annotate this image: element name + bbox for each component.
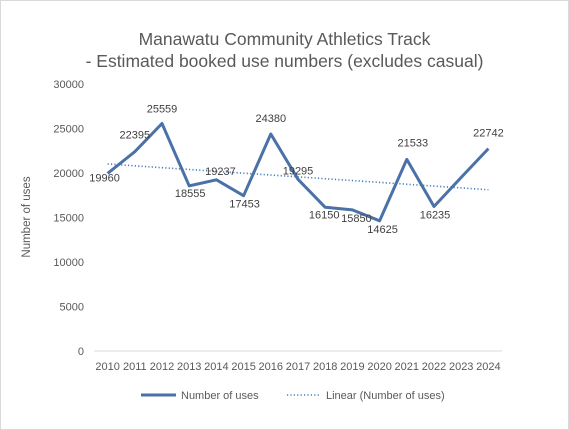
x-tick-label: 2016 — [259, 361, 283, 373]
y-tick-label: 20000 — [53, 168, 84, 180]
legend-trend-label: Linear (Number of uses) — [326, 390, 445, 402]
chart-title-line2: - Estimated booked use numbers (excludes… — [85, 51, 484, 71]
y-tick-label: 5000 — [60, 302, 84, 314]
legend-series-label: Number of uses — [181, 390, 259, 402]
x-tick-label: 2022 — [422, 361, 446, 373]
data-label: 16235 — [420, 210, 451, 222]
data-label: 24380 — [256, 113, 287, 125]
data-label: 17453 — [229, 199, 260, 211]
data-label: 19237 — [205, 166, 236, 178]
x-tick-label: 2018 — [313, 361, 337, 373]
data-label: 25559 — [147, 104, 178, 116]
x-tick-label: 2015 — [231, 361, 255, 373]
y-tick-label: 0 — [78, 346, 84, 358]
y-tick-label: 25000 — [53, 124, 84, 136]
data-label: 14625 — [367, 224, 398, 236]
x-tick-label: 2020 — [367, 361, 391, 373]
data-label: 18555 — [175, 188, 206, 200]
data-label: 22395 — [120, 130, 151, 142]
y-axis: 0 5000 10000 15000 20000 25000 30000 — [53, 79, 84, 358]
data-labels-layer: 19960 22395 25559 18555 19237 17453 24380 19295… — [89, 104, 503, 236]
data-label: 22742 — [473, 128, 504, 140]
x-tick-label: 2013 — [177, 361, 201, 373]
x-tick-label: 2024 — [476, 361, 500, 373]
data-label: 19295 — [283, 165, 314, 177]
x-tick-label: 2012 — [150, 361, 174, 373]
x-tick-label: 2021 — [395, 361, 419, 373]
series-layer — [106, 122, 490, 223]
data-label: 16150 — [309, 209, 340, 221]
x-tick-label: 2010 — [95, 361, 119, 373]
x-tick-label: 2011 — [123, 361, 147, 373]
x-tick-label: 2017 — [286, 361, 310, 373]
x-tick-label: 2023 — [449, 361, 473, 373]
y-tick-label: 10000 — [53, 257, 84, 269]
x-axis: 2010 2011 2012 2013 2014 2015 2016 2017 2018 2019… — [94, 350, 502, 373]
x-tick-label: 2014 — [204, 361, 228, 373]
chart-title-line1: Manawatu Community Athletics Track — [138, 29, 431, 49]
x-tick-label: 2019 — [340, 361, 364, 373]
data-label: 19960 — [89, 172, 120, 184]
y-axis-label: Number of uses — [21, 176, 33, 257]
y-tick-label: 15000 — [53, 213, 84, 225]
data-label: 21533 — [398, 137, 429, 149]
y-tick-label: 30000 — [53, 79, 84, 91]
legend: Number of uses Linear (Number of uses) — [141, 390, 445, 402]
data-label: 15850 — [341, 213, 372, 225]
series-line-number-of-uses — [106, 122, 490, 223]
